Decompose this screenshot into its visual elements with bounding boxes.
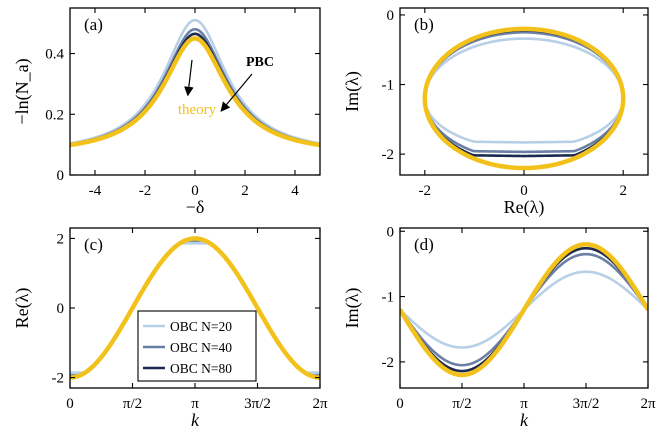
x-tick-label: 0 bbox=[396, 396, 404, 412]
y-tick-label: 0 bbox=[387, 224, 395, 240]
y-tick-label: -2 bbox=[382, 147, 395, 163]
x-tick-label: 3π/2 bbox=[244, 396, 271, 412]
series-line-theory bbox=[70, 36, 320, 148]
x-tick-label: 2π bbox=[312, 396, 328, 412]
series-line-obc-n-80 bbox=[70, 32, 320, 146]
theory-annotation: theory bbox=[178, 102, 217, 118]
theory-arrow bbox=[184, 59, 194, 97]
x-tick-label: 2 bbox=[619, 183, 627, 199]
pbc-annotation: PBC bbox=[246, 55, 274, 70]
plot-area-c bbox=[70, 236, 320, 380]
x-tick-label: 4 bbox=[291, 183, 299, 199]
plot-area-a bbox=[70, 18, 320, 148]
y-tick-label: 0 bbox=[387, 8, 395, 24]
panel-label: (c) bbox=[84, 235, 103, 254]
x-axis-label: k bbox=[191, 410, 200, 430]
plot-area-b bbox=[422, 26, 626, 171]
y-tick-label: 0 bbox=[57, 301, 65, 317]
x-tick-label: 0 bbox=[66, 396, 74, 412]
series-line-theory bbox=[400, 242, 648, 378]
x-tick-label: π bbox=[520, 396, 528, 412]
series-line-theory bbox=[422, 26, 626, 171]
y-axis-label: −ln(N_a) bbox=[12, 58, 33, 124]
series-line-pbc bbox=[70, 37, 320, 147]
y-axis-label: Im(λ) bbox=[342, 288, 363, 329]
series-line-obc-n-20 bbox=[423, 37, 625, 144]
x-tick-label: 2 bbox=[241, 183, 249, 199]
x-tick-label: 0 bbox=[191, 183, 199, 199]
series-line-theory bbox=[70, 236, 320, 380]
y-axis-label: Im(λ) bbox=[342, 71, 363, 112]
legend-entry-label: OBC N=40 bbox=[170, 340, 232, 355]
x-tick-label: π/2 bbox=[452, 396, 471, 412]
y-axis-label: Re(λ) bbox=[12, 288, 33, 329]
y-tick-label: -2 bbox=[52, 371, 65, 387]
series-line-obc-n-40 bbox=[70, 27, 320, 146]
x-axis-label: −δ bbox=[186, 197, 205, 217]
x-tick-label: 2π bbox=[640, 396, 656, 412]
panel-a: -4 -2 0 2 4 0 0.2 0.4 −δ −ln(N_a) (a) PBC theory bbox=[12, 7, 321, 217]
x-axis-label: k bbox=[520, 410, 529, 430]
x-tick-label: π/2 bbox=[123, 396, 142, 412]
x-tick-label: -4 bbox=[89, 183, 102, 199]
legend-entry-label: OBC N=20 bbox=[170, 319, 232, 334]
panel-label: (a) bbox=[84, 15, 103, 34]
y-tick-label: 0.2 bbox=[45, 107, 64, 123]
x-tick-label: 3π/2 bbox=[573, 396, 600, 412]
legend: OBC N=20 OBC N=40 OBC N=80 bbox=[137, 310, 257, 382]
x-tick-label: 0 bbox=[520, 183, 528, 199]
y-tick-label: -2 bbox=[382, 355, 395, 371]
legend-entry-label: OBC N=80 bbox=[170, 361, 232, 376]
plot-area-d bbox=[400, 242, 648, 378]
panel-label: (d) bbox=[414, 235, 434, 254]
x-tick-label: π bbox=[191, 396, 199, 412]
x-tick-label: -2 bbox=[139, 183, 152, 199]
pbc-arrow bbox=[220, 73, 253, 112]
y-tick-label: 2 bbox=[57, 231, 65, 247]
panel-label: (b) bbox=[414, 15, 434, 34]
panel-d: 0 π/2 π 3π/2 2π -2 -1 0 k Im(λ) (d) bbox=[342, 224, 656, 430]
series-line-obc-n-20 bbox=[70, 18, 320, 145]
y-tick-label: -1 bbox=[382, 78, 395, 94]
y-tick-label: 0.4 bbox=[45, 47, 64, 63]
y-tick-label: -1 bbox=[382, 290, 395, 306]
y-tick-label: 0 bbox=[57, 168, 65, 184]
x-axis-label: Re(λ) bbox=[504, 197, 545, 218]
x-tick-label: -2 bbox=[419, 183, 432, 199]
